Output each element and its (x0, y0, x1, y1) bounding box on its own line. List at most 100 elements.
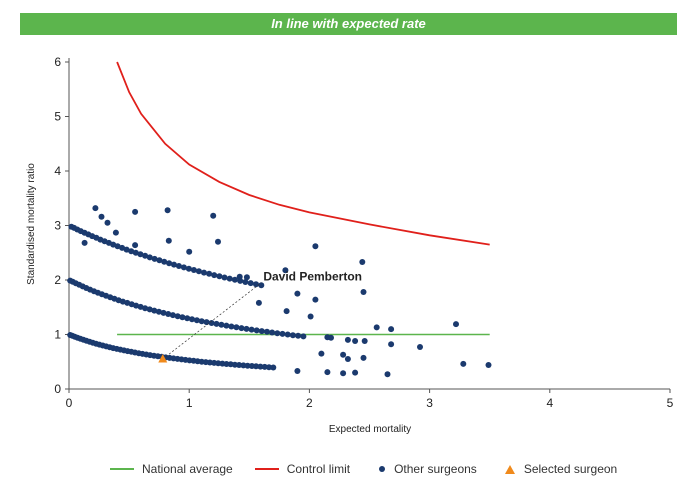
other-surgeon-point (361, 338, 368, 344)
other-surgeon-point (236, 273, 243, 280)
legend-label: Selected surgeon (523, 462, 618, 476)
legend-other-surgeons: Other surgeons (372, 462, 477, 476)
other-surgeon-point (247, 280, 254, 287)
other-surgeon-point (201, 269, 207, 276)
other-surgeon-point (460, 360, 467, 367)
other-surgeon-point (307, 313, 314, 320)
other-surgeon-point (282, 267, 289, 274)
other-surgeon-point (269, 329, 276, 336)
other-surgeon-point (258, 282, 265, 289)
y-tick-label: 6 (54, 55, 61, 69)
x-axis-title: Expected mortality (329, 424, 411, 435)
other-surgeon-point (359, 259, 366, 265)
other-surgeon-point (137, 251, 144, 258)
selected-surgeon-marker (158, 354, 168, 363)
other-surgeon-point (195, 268, 202, 275)
legend-label: Control limit (286, 462, 351, 476)
other-surgeon-point (253, 327, 260, 334)
other-surgeon-point (175, 263, 182, 269)
other-surgeon-point (119, 244, 126, 251)
other-surgeon-point (340, 370, 347, 377)
other-surgeon-point (344, 336, 351, 343)
other-surgeon-point (165, 237, 172, 244)
other-surgeon-point (161, 258, 168, 265)
other-surgeon-point (373, 324, 380, 331)
legend-control-limit: Control limit (254, 462, 351, 476)
x-tick-label: 0 (66, 396, 73, 410)
other-surgeon-point (179, 314, 186, 321)
other-surgeon-point (155, 308, 162, 315)
other-surgeon-point (244, 362, 251, 369)
other-surgeon-point (289, 332, 296, 339)
other-surgeon-point (352, 369, 359, 376)
selected-surgeon-label: David Pemberton (263, 270, 362, 284)
other-surgeon-point (198, 318, 205, 325)
other-surgeon-point (169, 312, 176, 319)
other-surgeon-point (257, 363, 264, 370)
legend-label: Other surgeons (394, 462, 477, 476)
other-surgeon-point (156, 257, 163, 264)
other-surgeon-point (218, 321, 225, 328)
y-tick-label: 0 (54, 382, 61, 396)
selected-surgeon-swatch (504, 464, 515, 474)
other-surgeon-point (360, 354, 367, 361)
other-surgeon-point (253, 281, 259, 288)
other-surgeon-point (295, 332, 302, 339)
other-surgeon-point (253, 363, 260, 370)
other-surgeon-point (112, 229, 119, 236)
other-surgeon-point (180, 264, 187, 271)
other-surgeon-point (261, 363, 268, 370)
reference-lines (116, 61, 490, 336)
other-surgeon-point (137, 303, 144, 310)
other-surgeon-point (221, 274, 228, 281)
x-tick-label: 3 (426, 396, 433, 410)
other-surgeon-point (223, 322, 230, 329)
x-tick-label: 4 (546, 396, 553, 410)
legend-label: National average (142, 462, 233, 476)
other-surgeon-point (294, 290, 301, 297)
other-surgeon-point (213, 320, 220, 327)
other-surgeon-point (485, 362, 492, 368)
other-surgeon-point (165, 311, 172, 317)
other-surgeon-point (164, 207, 171, 214)
other-surgeon-point (274, 330, 281, 337)
other-surgeons-swatch (379, 466, 386, 472)
other-surgeon-point (284, 331, 291, 338)
other-surgeon-point (208, 320, 215, 326)
other-surgeon-point (270, 364, 277, 371)
other-surgeon-point (133, 302, 140, 309)
other-surgeon-point (283, 308, 290, 315)
other-surgeon-point (132, 249, 139, 256)
other-surgeon-point (248, 326, 255, 333)
other-surgeon-point (266, 364, 272, 371)
other-surgeon-point (216, 273, 223, 280)
x-tick-label: 2 (306, 396, 313, 410)
legend-national-average: National average (110, 462, 233, 476)
other-surgeon-point (151, 307, 158, 314)
other-surgeon-point (324, 369, 331, 376)
callout-leader (162, 282, 262, 360)
control-limit-swatch (254, 468, 279, 470)
other-surgeon-point (328, 334, 334, 341)
other-surgeon-point (255, 299, 262, 306)
other-surgeon-point (160, 309, 167, 316)
other-surgeon-point (132, 242, 139, 249)
y-tick-label: 5 (54, 110, 61, 124)
other-surgeon-point (114, 243, 121, 250)
other-surgeon-point (193, 317, 200, 324)
other-surgeon-point (98, 213, 105, 220)
other-surgeon-point (312, 243, 319, 250)
y-tick-label: 3 (54, 219, 61, 233)
other-surgeon-point (184, 315, 191, 322)
other-surgeon-point (453, 321, 459, 328)
other-surgeon-point (233, 324, 240, 331)
other-surgeon-point (352, 338, 359, 344)
other-surgeon-point (388, 326, 395, 333)
other-surgeon-point (123, 246, 130, 253)
selected-callout: David Pemberton (158, 270, 362, 363)
other-surgeon-point (417, 344, 423, 350)
other-surgeon-point (104, 219, 111, 226)
other-surgeon-point (279, 330, 286, 337)
other-surgeon-point (384, 371, 391, 378)
other-surgeon-point (186, 248, 193, 255)
